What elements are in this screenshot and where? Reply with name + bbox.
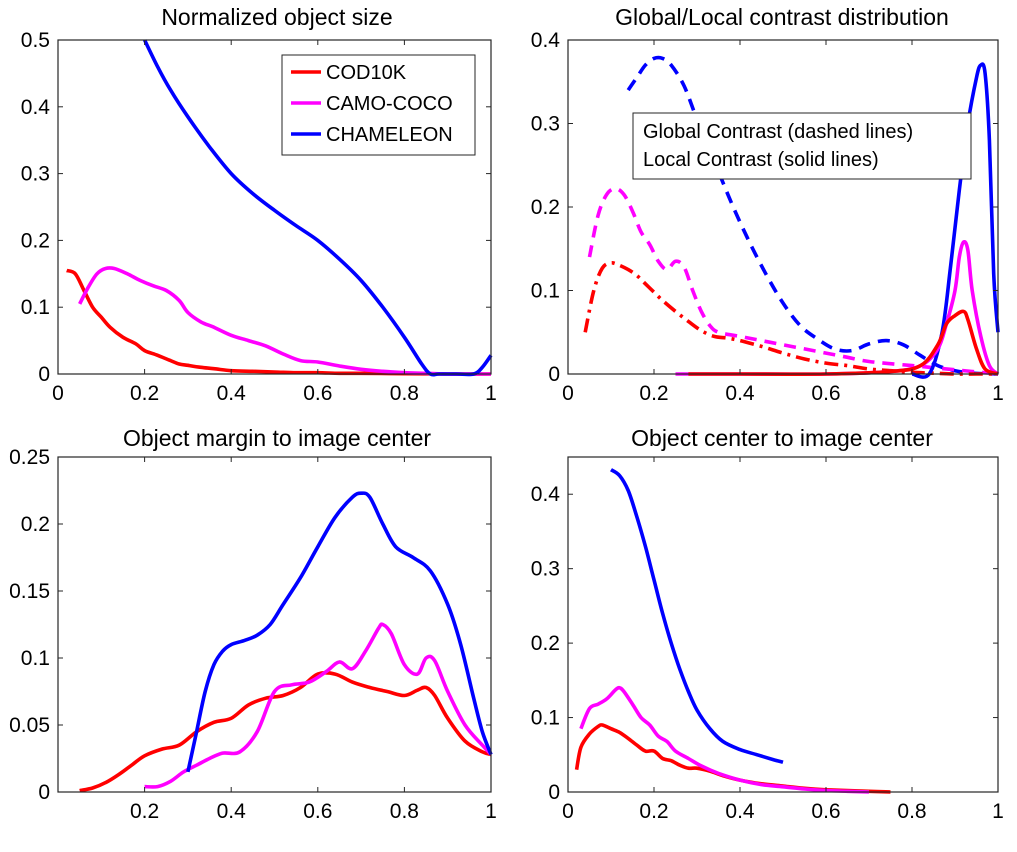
x-tick-label: 1 — [992, 800, 1004, 823]
x-tick-label: 0.4 — [217, 800, 247, 823]
axis-ticks: 0 0.2 0.4 0.6 0.8 1 0 0.1 0.2 0.3 0.4 0.5 — [21, 29, 497, 405]
x-tick-label: 0 — [52, 382, 64, 405]
legend-label-camo-coco: CAMO-COCO — [326, 93, 453, 115]
y-tick-label: 0 — [38, 363, 50, 386]
series-line-camo-coco — [579, 685, 870, 794]
series-line-camo-coco — [78, 266, 492, 376]
y-tick-label: 0.1 — [21, 647, 50, 670]
series-line-camo-coco — [144, 622, 493, 789]
series-line-cod10k — [574, 723, 891, 794]
y-tick-label: 0.1 — [21, 296, 50, 319]
annotation-frame — [632, 112, 972, 180]
plot-frame — [57, 39, 492, 375]
y-tick-label: 0.4 — [21, 96, 51, 119]
y-tick-label: 0 — [548, 781, 560, 804]
series-line-dashed-0 — [626, 55, 999, 376]
y-tick-label: 0.4 — [531, 29, 561, 52]
x-tick-label: 0.4 — [725, 800, 755, 823]
panel-title: Global/Local contrast distribution — [615, 4, 949, 30]
series-line-cod10k — [79, 670, 492, 793]
x-tick-label: 0.4 — [217, 382, 247, 405]
panel-marks — [583, 55, 1000, 379]
y-tick-label: 0.5 — [21, 29, 50, 52]
y-tick-label: 0.05 — [9, 714, 50, 737]
x-tick-label: 0.8 — [390, 382, 419, 405]
y-tick-label: 0.3 — [531, 558, 560, 581]
x-tick-label: 0 — [562, 382, 574, 405]
y-tick-label: 0.3 — [531, 113, 560, 136]
legend: COD10K CAMO-COCO CHAMELEON — [281, 54, 476, 156]
y-tick-label: 0.1 — [531, 707, 560, 730]
x-tick-label: 0.8 — [897, 800, 926, 823]
x-tick-label: 0.2 — [130, 382, 159, 405]
legend-label-chameleon: CHAMELEON — [326, 124, 453, 146]
panel-margin-to-center: Object margin to image center 0.2 0.4 0.6 0… — [9, 425, 497, 823]
panel-title: Normalized object size — [161, 4, 392, 30]
plot-frame — [57, 456, 492, 793]
x-tick-label: 0.6 — [811, 800, 840, 823]
x-tick-label: 0.4 — [725, 382, 755, 405]
x-tick-label: 0.2 — [639, 800, 668, 823]
series-line-solid-5 — [688, 309, 999, 376]
y-tick-label: 0.25 — [9, 446, 50, 469]
y-tick-label: 0.15 — [9, 580, 50, 603]
axis-ticks: 0 0.2 0.4 0.6 0.8 1 0 0.1 0.2 0.3 0.4 — [531, 457, 1004, 823]
legend-label-cod10k: COD10K — [326, 62, 407, 84]
series-line-dashdot-2 — [583, 261, 999, 376]
y-tick-label: 0.1 — [531, 280, 560, 303]
annotation-local-contrast: Local Contrast (solid lines) — [643, 149, 879, 171]
y-tick-label: 0.2 — [531, 632, 560, 655]
x-tick-label: 1 — [485, 382, 497, 405]
panel-marks — [574, 468, 891, 794]
y-tick-label: 0 — [548, 363, 560, 386]
annotation-global-contrast: Global Contrast (dashed lines) — [643, 121, 913, 143]
x-tick-label: 0.6 — [303, 800, 332, 823]
series-line-solid-3 — [911, 62, 1000, 379]
x-tick-label: 0.8 — [897, 382, 926, 405]
series-line-chameleon — [610, 468, 784, 764]
annotation-box: Global Contrast (dashed lines) Local Con… — [632, 112, 972, 180]
panel-contrast-distribution: Global/Local contrast distribution 0 0.2 0… — [531, 4, 1004, 405]
y-tick-label: 0.3 — [21, 163, 50, 186]
panel-center-to-center: Object center to image center 0 0.2 0.4 0.6… — [531, 425, 1004, 823]
axis-ticks: 0 0.2 0.4 0.6 0.8 1 0 0.1 0.2 0.3 0.4 — [531, 29, 1004, 405]
x-tick-label: 0.2 — [130, 800, 159, 823]
x-tick-label: 1 — [485, 800, 497, 823]
plot-frame — [567, 456, 999, 793]
series-line-chameleon — [186, 491, 493, 773]
x-tick-label: 0.8 — [390, 800, 419, 823]
panel-title: Object center to image center — [631, 425, 933, 451]
y-tick-label: 0.4 — [531, 483, 561, 506]
panel-title: Object margin to image center — [123, 425, 431, 451]
panel-object-size: Normalized object size 0 0.2 0.4 0.6 0.8 1 0 0.… — [21, 4, 497, 405]
panel-marks — [79, 491, 493, 793]
x-tick-label: 0.2 — [639, 382, 668, 405]
x-tick-label: 0.6 — [811, 382, 840, 405]
series-line-cod10k — [66, 268, 492, 376]
x-tick-label: 0.6 — [303, 382, 332, 405]
y-tick-label: 0.2 — [21, 513, 50, 536]
x-tick-label: 1 — [992, 382, 1004, 405]
x-tick-label: 0 — [562, 800, 574, 823]
y-tick-label: 0.2 — [21, 229, 50, 252]
series-line-dashed-1 — [587, 186, 999, 376]
y-tick-label: 0 — [38, 781, 50, 804]
y-tick-label: 0.2 — [531, 196, 560, 219]
axis-ticks: 0.2 0.4 0.6 0.8 1 0 0.05 0.1 0.15 0.2 0.25 — [9, 446, 497, 823]
